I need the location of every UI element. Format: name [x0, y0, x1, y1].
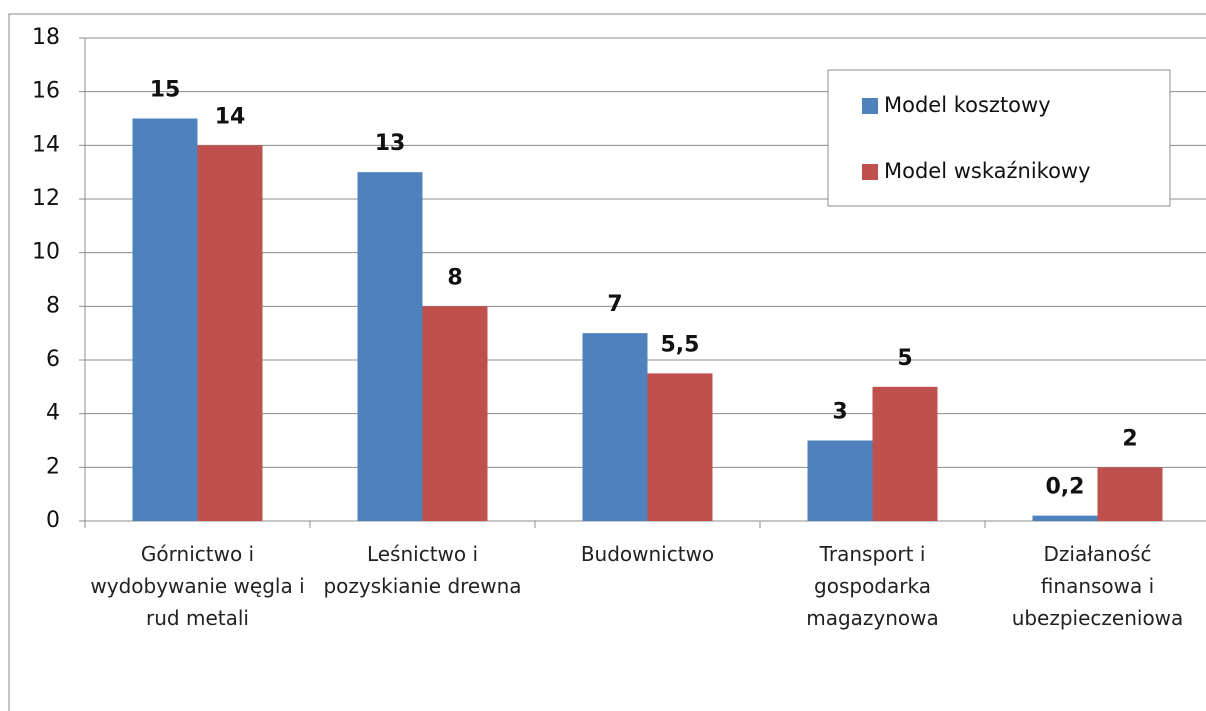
y-tick-label: 16 — [32, 79, 60, 104]
bar — [872, 386, 938, 521]
y-tick-label: 2 — [46, 454, 60, 479]
y-tick-label: 14 — [32, 132, 60, 157]
x-tick-label: Transport i gospodarka magazynowa — [806, 542, 939, 630]
data-label: 8 — [447, 265, 462, 290]
legend-label: Model kosztowy — [884, 93, 1051, 117]
data-label: 2 — [1122, 426, 1137, 451]
data-label: 5,5 — [661, 332, 700, 357]
data-label: 14 — [215, 104, 246, 129]
legend-swatch — [862, 164, 878, 180]
bar — [422, 306, 488, 521]
bar — [1032, 515, 1098, 521]
bar — [197, 145, 263, 522]
y-tick-label: 4 — [46, 401, 60, 426]
legend-box — [827, 69, 1171, 207]
data-label: 7 — [607, 292, 622, 317]
chart-frame — [8, 13, 1206, 711]
y-tick-label: 0 — [46, 508, 60, 533]
data-label: 3 — [832, 400, 847, 425]
bar — [647, 373, 713, 521]
data-label: 15 — [150, 78, 181, 103]
bar — [357, 172, 423, 521]
bar — [132, 118, 198, 521]
y-tick-label: 8 — [46, 293, 60, 318]
legend-swatch — [862, 98, 878, 114]
y-tick-label: 10 — [32, 240, 60, 265]
x-tick-label: Leśnictwo i pozyskianie drewna — [323, 542, 522, 598]
data-label: 13 — [375, 131, 406, 156]
bar — [582, 333, 648, 521]
x-tick-label: Górnictwo i wydobywanie węgla i rud meta… — [90, 542, 305, 630]
data-label: 5 — [897, 346, 912, 371]
bar — [1097, 467, 1163, 521]
x-tick-label: Działaność finansowa i ubezpieczeniowa — [1011, 542, 1184, 630]
y-tick-label: 12 — [32, 186, 60, 211]
bar — [807, 440, 873, 521]
y-tick-label: 6 — [46, 347, 60, 372]
y-tick-label: 18 — [32, 25, 60, 50]
x-tick-label: Budownictwo — [580, 542, 715, 566]
data-label: 0,2 — [1046, 475, 1085, 500]
legend-label: Model wskaźnikowy — [884, 159, 1091, 183]
